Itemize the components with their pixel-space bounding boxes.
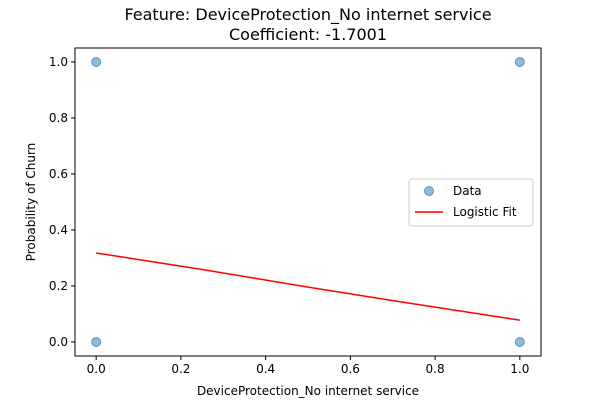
x-tick-label: 0.8: [426, 362, 445, 376]
legend-label-fit: Logistic Fit: [453, 205, 517, 219]
x-axis-label: DeviceProtection_No internet service: [197, 384, 419, 398]
x-tick-label: 0.2: [171, 362, 190, 376]
chart-title: Feature: DeviceProtection_No internet se…: [124, 5, 491, 25]
y-tick-label: 0.6: [49, 167, 68, 181]
logistic-fit-line: [96, 252, 520, 321]
y-tick-label: 0.0: [49, 335, 68, 349]
data-point: [91, 337, 102, 347]
x-axis-ticks: 0.0 0.2 0.4 0.6 0.8 1.0: [87, 356, 529, 376]
y-tick-label: 0.4: [49, 223, 68, 237]
y-axis-label: Probability of Churn: [24, 143, 38, 262]
y-tick-label: 0.8: [49, 111, 68, 125]
plot-area: [91, 57, 525, 347]
x-tick-label: 0.0: [87, 362, 106, 376]
legend-marker-data: [424, 186, 434, 196]
x-tick-label: 0.6: [341, 362, 360, 376]
legend-label-data: Data: [453, 184, 482, 198]
plot-frame: [74, 47, 542, 357]
chart-subtitle: Coefficient: -1.7001: [229, 25, 387, 44]
x-tick-label: 1.0: [510, 362, 529, 376]
data-point: [514, 337, 525, 347]
legend: Data Logistic Fit: [408, 178, 534, 227]
y-tick-label: 1.0: [49, 55, 68, 69]
data-point: [514, 57, 525, 67]
y-axis-ticks: 0.0 0.2 0.4 0.6 0.8 1.0: [49, 55, 75, 349]
y-tick-label: 0.2: [49, 279, 68, 293]
data-point: [91, 57, 102, 67]
legend-box: [408, 178, 534, 227]
x-tick-label: 0.4: [256, 362, 275, 376]
